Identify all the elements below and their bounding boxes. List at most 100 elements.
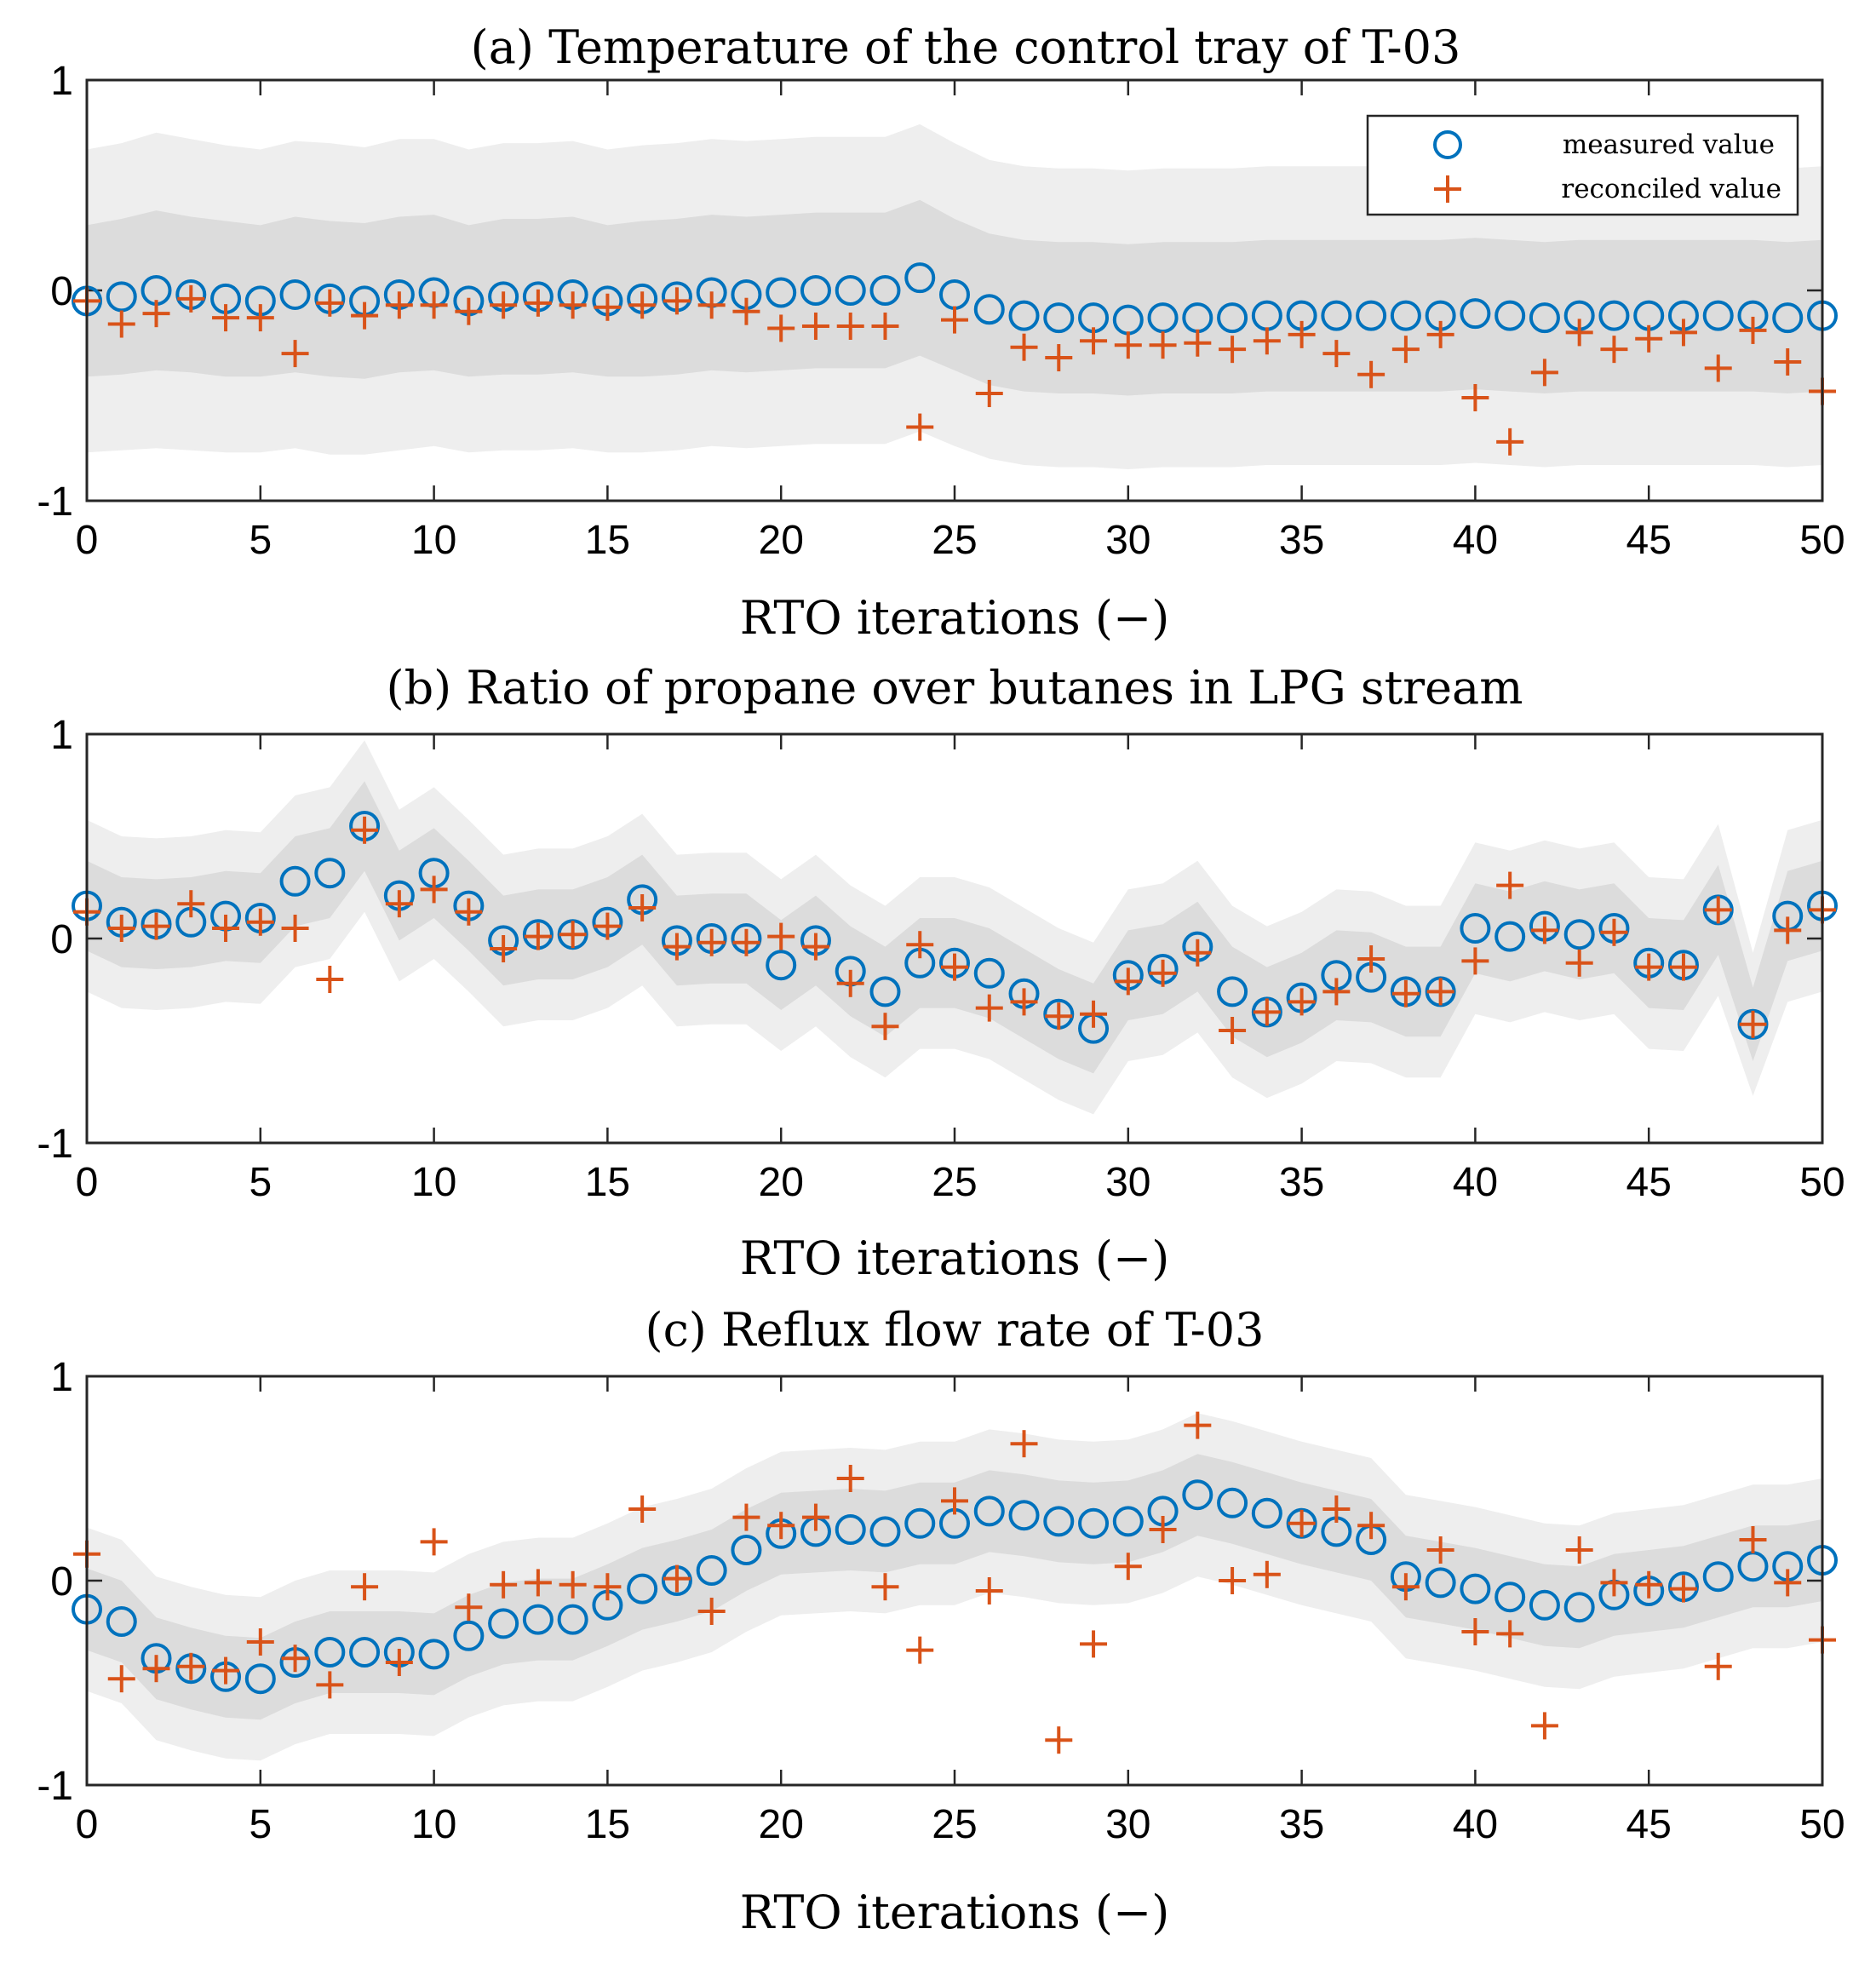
panel-b-band-inner xyxy=(87,781,1822,1074)
panel-c-measured-point xyxy=(1217,1487,1248,1518)
panel-a-reconciled-point xyxy=(1530,359,1558,387)
panel-c-measured-point xyxy=(1425,1567,1456,1599)
panel-c-reconciled-point xyxy=(385,1649,413,1676)
panel-b-xtick-label: 30 xyxy=(1105,1160,1150,1205)
panel-a-xtick-label: 0 xyxy=(76,518,99,563)
panel-c-measured-point xyxy=(1078,1507,1110,1539)
panel-b-measured-point xyxy=(1460,913,1491,944)
legend: measured value reconciled value xyxy=(1366,114,1799,216)
panel-b-reconciled-point xyxy=(212,915,240,942)
panel-a-reconciled-point xyxy=(142,300,170,328)
panel-c-reconciled-point xyxy=(107,1665,135,1693)
panel-b-measured-point xyxy=(279,865,311,897)
panel-a-measured-point xyxy=(973,294,1005,325)
panel-c-reconciled-point xyxy=(177,1652,205,1680)
panel-a-xtick-label: 40 xyxy=(1453,518,1498,563)
panel-a-measured-point xyxy=(869,275,901,306)
panel-b-reconciled-point xyxy=(559,921,587,949)
panel-c-xtick-label: 50 xyxy=(1799,1802,1844,1847)
panel-b-reconciled-point xyxy=(1322,978,1351,1006)
panel-a-reconciled-point xyxy=(1565,319,1593,347)
panel-c-measured-point xyxy=(1563,1592,1595,1623)
panel-b-reconciled-point xyxy=(177,890,205,918)
panel-a-reconciled-point xyxy=(836,312,864,340)
panel-c-reconciled-point xyxy=(1426,1536,1454,1564)
panel-b-xtick-label: 20 xyxy=(759,1160,804,1205)
panel-c-reconciled-point xyxy=(1565,1536,1593,1564)
panel-a-reconciled-point xyxy=(1669,319,1697,347)
panel-c-xtick-label: 45 xyxy=(1626,1802,1672,1847)
panel-b-reconciled-point xyxy=(1114,967,1142,996)
panel-b-reconciled-point xyxy=(1391,979,1420,1007)
panel-b-reconciled-point xyxy=(594,912,622,940)
panel-b-reconciled-point xyxy=(246,908,274,936)
panel-a-measured-point xyxy=(1529,302,1560,334)
panel-c-ticks: 0 5 10 15 20 25 30 35 40 45 50-101 xyxy=(37,1355,1844,1847)
panel-a-reconciled-point xyxy=(1253,327,1281,355)
panel-b-reconciled-point xyxy=(975,994,1003,1022)
panel-b-reconciled-point xyxy=(1288,988,1316,1016)
panel-a-measured-point xyxy=(1147,302,1179,334)
panel-c-measured-point xyxy=(904,1507,936,1539)
panel-b-ytick-label: 0 xyxy=(50,917,73,962)
panel-b: (b) Ratio of propane over butanes in LPG… xyxy=(37,661,1844,1285)
panel-a-xtick-label: 30 xyxy=(1105,518,1150,563)
panel-b-reconciled-point xyxy=(1530,916,1558,944)
panel-b-measured-point xyxy=(1494,921,1526,952)
panel-c-reconciled-point xyxy=(1739,1526,1767,1553)
panel-a-measured-point xyxy=(1356,300,1387,331)
panel-c-reconciled-point xyxy=(420,1528,448,1556)
panel-c-reconciled-point xyxy=(663,1564,691,1593)
panel-b-ytick-label: 1 xyxy=(50,713,73,758)
panel-c-reconciled-point xyxy=(1114,1553,1142,1581)
panel-b-reconciled-point xyxy=(1704,896,1732,924)
panel-b-xtick-label: 5 xyxy=(249,1160,272,1205)
panel-c-reconciled-point xyxy=(246,1628,274,1656)
panel-a-reconciled-point xyxy=(455,297,483,325)
panel-a-reconciled-point xyxy=(490,291,518,319)
panel-c-ytick-label: -1 xyxy=(37,1764,73,1809)
panel-a-ticks: 0 5 10 15 20 25 30 35 40 45 50-101 xyxy=(37,59,1844,563)
panel-a-xlabel: RTO iterations (−) xyxy=(740,591,1170,645)
panel-b-reconciled-point xyxy=(871,1013,899,1041)
panel-c-measured-point xyxy=(627,1573,658,1604)
panel-b-reconciled-point xyxy=(1426,978,1454,1006)
panel-c-xtick-label: 10 xyxy=(411,1802,456,1847)
panel-c-measured-point xyxy=(869,1516,901,1547)
panel-b-reconciled-point xyxy=(767,922,795,950)
panel-a-reconciled-point xyxy=(1322,340,1351,368)
panel-a-reconciled-point xyxy=(1774,347,1802,376)
panel-b-reconciled-point xyxy=(663,933,691,961)
panel-b-reconciled-point xyxy=(1461,947,1489,975)
panel-b-reconciled-point xyxy=(1149,959,1177,987)
panel-a-reconciled-point xyxy=(594,293,622,321)
panel-c-measured-point xyxy=(1182,1479,1213,1511)
panel-c-reconciled-point xyxy=(975,1577,1003,1604)
panel-b-measured-point xyxy=(973,957,1005,989)
panel-b-reconciled-point xyxy=(941,953,968,981)
panel-a-measured-point xyxy=(1494,300,1526,331)
panel-a-reconciled-point xyxy=(1600,336,1628,364)
panel-c-reconciled-point xyxy=(1045,1726,1073,1754)
panel-a-reconciled-point xyxy=(732,297,760,325)
panel-b-measured-point xyxy=(314,858,346,889)
panel-c-reconciled-point xyxy=(1391,1573,1420,1601)
panel-b-xtick-label: 45 xyxy=(1626,1160,1672,1205)
panel-a-xtick-label: 25 xyxy=(932,518,977,563)
panel-c-reconciled-point xyxy=(836,1465,864,1492)
panel-a-xtick-label: 15 xyxy=(585,518,630,563)
panel-c-band-outer xyxy=(87,1413,1822,1761)
panel-a-reconciled-point xyxy=(941,306,968,334)
panel-c-reconciled-point xyxy=(1219,1567,1247,1594)
panel-b-reconciled-point xyxy=(1496,871,1524,899)
panel-a-reconciled-point xyxy=(1114,331,1142,359)
panel-b-reconciled-point xyxy=(1774,916,1802,944)
panel-a-reconciled-point xyxy=(281,340,309,368)
legend-reconciled-marker xyxy=(1434,175,1461,203)
panel-b-reconciled-point xyxy=(281,915,309,942)
panel-c-axes-box xyxy=(85,1375,1824,1787)
panel-b-reconciled-point xyxy=(836,969,864,997)
panel-b-reconciled-point xyxy=(107,915,135,942)
panel-c-measured-point xyxy=(696,1555,727,1586)
